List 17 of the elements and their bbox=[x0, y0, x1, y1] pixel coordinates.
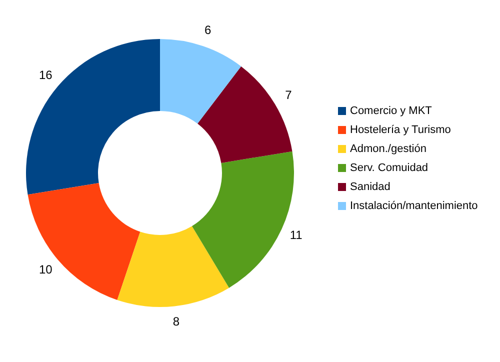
donut-slice bbox=[117, 226, 230, 307]
data-label: 11 bbox=[290, 228, 303, 242]
donut-slice bbox=[26, 39, 160, 195]
data-label: 7 bbox=[285, 88, 292, 102]
legend-label: Sanidad bbox=[350, 180, 390, 193]
legend-label: Serv. Comuidad bbox=[350, 162, 428, 174]
legend-label: Admon./gestión bbox=[350, 142, 426, 155]
data-label: 8 bbox=[172, 314, 180, 328]
legend-label: Comercio y MKT bbox=[350, 104, 432, 117]
donut-slice bbox=[28, 183, 140, 300]
donut-slice bbox=[198, 66, 292, 163]
data-label: 10 bbox=[38, 262, 53, 276]
legend-label: Instalación/mantenimiento bbox=[350, 200, 478, 212]
data-label: 6 bbox=[204, 23, 212, 38]
donut-slice bbox=[160, 39, 242, 124]
data-label: 16 bbox=[38, 68, 53, 82]
legend-label: Hostelería y Turismo bbox=[350, 124, 451, 136]
